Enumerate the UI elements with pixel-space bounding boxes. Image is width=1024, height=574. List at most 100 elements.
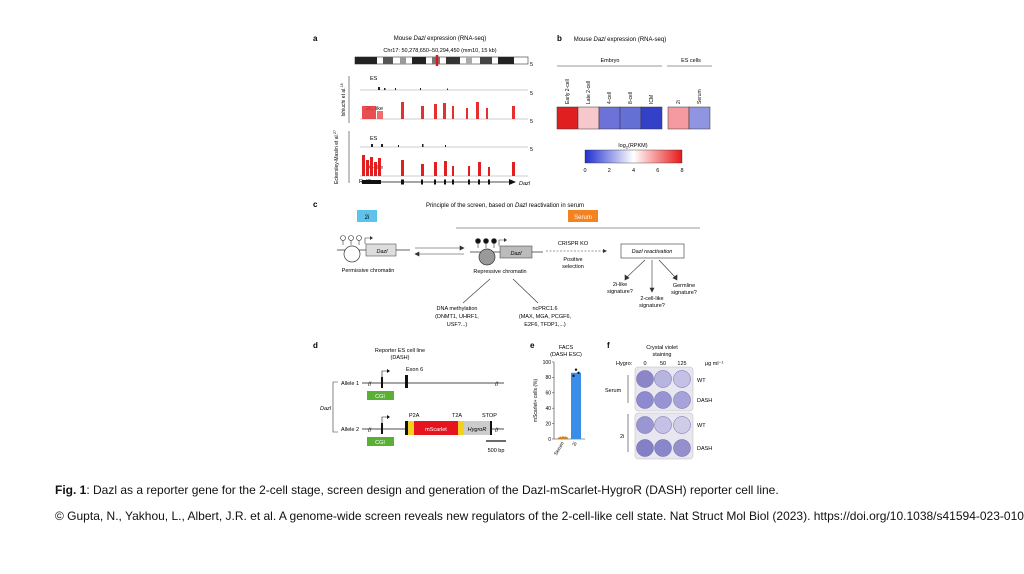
- outcome-arrows: [624, 259, 678, 293]
- heatmap-column-label: 4-cell: [607, 92, 613, 104]
- panel-f: f Crystal violet staining Hygro: 0 50 12…: [605, 341, 723, 460]
- well: [654, 416, 672, 434]
- well: [636, 370, 654, 388]
- allele1-label: Allele 1: [341, 381, 359, 387]
- dnam-label-1: DNA methylation: [437, 306, 478, 312]
- panel-e: e FACS (DASH ESC) 0 20 40 60 80 100 mScarlet+ …: [530, 341, 585, 457]
- repressive-dazl-label: Dazl: [510, 251, 522, 257]
- panel-b-letter: b: [557, 34, 562, 43]
- reactivation-box: [620, 243, 685, 259]
- exon6-label: Exon 6: [406, 367, 423, 373]
- prc-label-3: E2F6, TFDP1,...): [524, 322, 566, 328]
- well: [636, 416, 654, 434]
- es-cells-group-label: ES cells: [681, 58, 701, 64]
- panel-e-title-2: (DASH ESC): [550, 352, 582, 358]
- track1-label: ES: [370, 76, 378, 82]
- y-tick-label: 80: [545, 375, 551, 381]
- colorbar-tick-label: 2: [608, 168, 611, 174]
- y-tick-label: 20: [545, 421, 551, 427]
- break-mark: //: [368, 382, 372, 388]
- panel-f-title-2: staining: [653, 352, 672, 358]
- chromosome-ideogram: [354, 55, 529, 66]
- y-tick-label: 40: [545, 406, 551, 412]
- well: [654, 439, 672, 457]
- dose-unit: µg ml⁻¹: [705, 361, 723, 367]
- germline-label-2: signature?: [671, 290, 697, 296]
- heatmap-column-label: Early 2-cell: [565, 79, 571, 104]
- track3-label: ES: [370, 136, 378, 142]
- heatmap-cells: [556, 106, 711, 130]
- colorbar-tick-label: 6: [656, 168, 659, 174]
- twocell-label-1: 2-cell-like: [640, 296, 663, 302]
- heatmap-column-label: 8-cell: [628, 92, 634, 104]
- y-tick-label: 100: [543, 360, 552, 366]
- panel-b-title: Mouse Dazl expression (RNA-seq): [574, 37, 666, 43]
- permissive-chromatin-diagram: [337, 235, 410, 263]
- colorbar-tick-label: 8: [680, 168, 683, 174]
- caption-text: : Dazl as a reporter gene for the 2-cell…: [86, 483, 779, 497]
- row-dash-2: DASH: [697, 446, 712, 452]
- row-wt-2: WT: [697, 423, 706, 429]
- reactivation-label: Dazl reactivation: [632, 249, 673, 255]
- break-mark: //: [495, 382, 499, 388]
- scale-label: 5: [530, 91, 533, 97]
- twoc-track-1: [362, 102, 515, 119]
- dose-0: 0: [643, 361, 646, 367]
- embryo-group-label: Embryo: [601, 58, 620, 64]
- crystal-violet-wells: [634, 366, 694, 460]
- stop-label: STOP: [482, 413, 497, 419]
- well: [654, 370, 672, 388]
- well: [636, 391, 654, 409]
- panel-d-gene-label: Dazl: [320, 406, 332, 412]
- well: [636, 439, 654, 457]
- heatmap-cell: [598, 106, 621, 130]
- break-mark: //: [495, 428, 499, 434]
- heatmap-cell: [577, 106, 600, 130]
- data-point: [561, 436, 565, 439]
- selection-label: selection: [562, 264, 584, 270]
- scale-label: 5: [530, 62, 533, 68]
- dnam-label-3: USF?...): [447, 322, 468, 328]
- positive-label: Positive: [563, 257, 582, 263]
- data-point: [564, 436, 567, 439]
- panel-a-locus: Chr17: 50,278,650–50,294,450 (mm10, 15 k…: [383, 48, 496, 54]
- heatmap-column-labels: Early 2-cell Late 2-cell 4-cell 8-cell ICM 2i…: [565, 79, 703, 104]
- bar: [571, 372, 581, 439]
- colorbar-title: log2(RPKM): [618, 143, 647, 150]
- scale-bar-label: 500 bp: [488, 448, 505, 454]
- twoi-badge: [357, 210, 377, 222]
- cgi-label-1: CGI: [375, 394, 385, 400]
- twoi-badge-label: 2i: [365, 215, 370, 221]
- twoi-like-label-2: signature?: [607, 289, 633, 295]
- twoi-like-label-1: 2i-like: [613, 282, 627, 288]
- repressive-chromatin-diagram: [470, 238, 543, 266]
- panel-e-letter: e: [530, 341, 535, 350]
- p2a-label: P2A: [409, 413, 420, 419]
- y-tick-label: 60: [545, 391, 551, 397]
- dnam-label-2: (DNMT1, UHRF1,: [435, 314, 479, 320]
- group1-label: Ishiuchi et al.18: [340, 83, 347, 116]
- panel-a-title: Mouse Dazl expression (RNA-seq): [394, 36, 486, 42]
- prc-label-2: (MAX, MGA, PCGF6,: [519, 314, 572, 320]
- refseq-gene-name: Dazl: [519, 181, 531, 187]
- data-point: [574, 368, 578, 371]
- heatmap-column-label: Serum: [697, 89, 703, 104]
- scale-label: 5: [530, 147, 533, 153]
- row-wt-1: WT: [697, 378, 706, 384]
- heatmap-cell: [667, 106, 690, 130]
- break-mark: //: [368, 428, 372, 434]
- es-track-2: [371, 144, 446, 147]
- colorbar-ticks: 0 2 4 6 8: [583, 168, 683, 174]
- cgi-label-2: CGI: [375, 440, 385, 446]
- panel-c-title: Principle of the screen, based on Dazl r…: [426, 203, 584, 209]
- serum-badge: [568, 210, 598, 222]
- panel-d-title-1: Reporter ES cell line: [375, 348, 425, 354]
- panel-a-letter: a: [313, 34, 318, 43]
- heatmap-cell: [640, 106, 663, 130]
- x-tick-label: 2i: [572, 441, 579, 447]
- heatmap-cell: [556, 106, 579, 130]
- data-point: [559, 436, 562, 440]
- panel-b: b Mouse Dazl expression (RNA-seq) Embryo…: [556, 34, 712, 174]
- mscarlet-box: [414, 421, 458, 435]
- heatmap-column-label: 2i: [676, 100, 682, 104]
